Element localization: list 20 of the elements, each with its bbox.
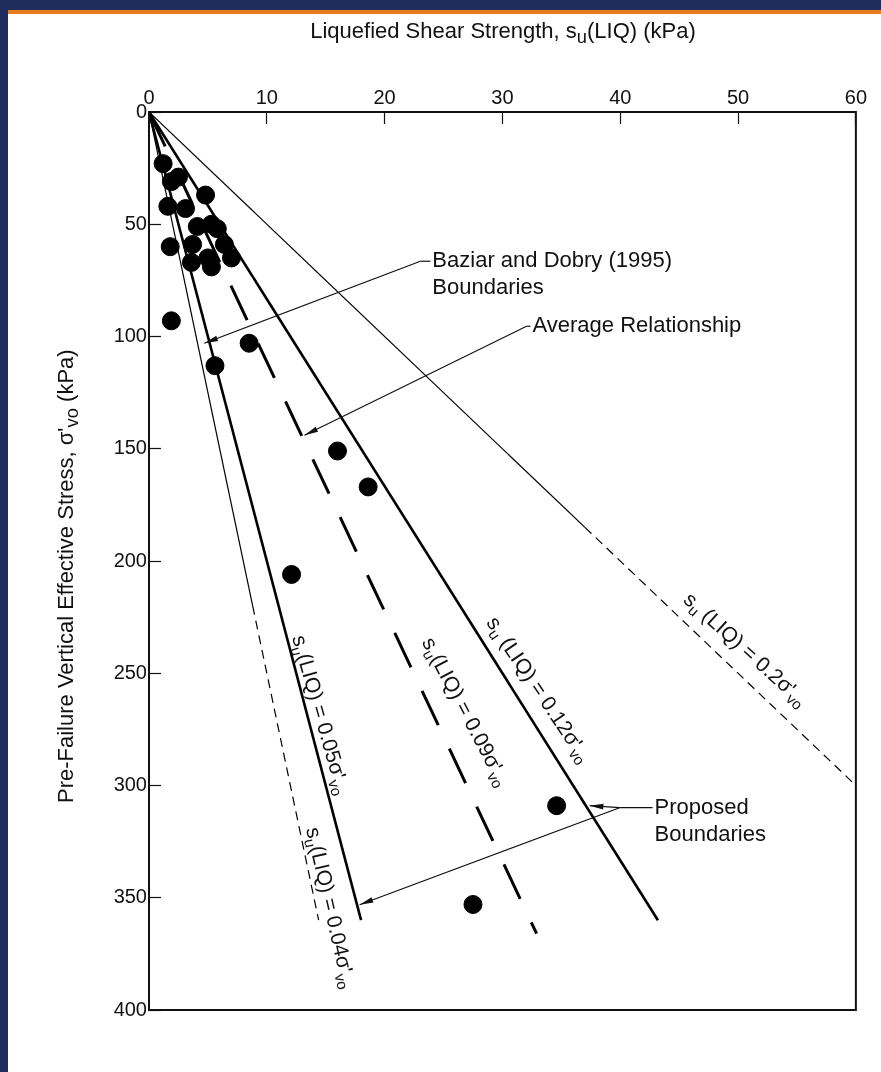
y-tick-label: 150 xyxy=(113,436,147,459)
y-tick-label: 300 xyxy=(113,773,147,796)
annotation: Average Relationship xyxy=(532,312,742,338)
y-tick-label: 350 xyxy=(113,885,147,908)
x-tick-label: 10 xyxy=(255,85,278,108)
y-tick-label: 250 xyxy=(113,660,147,683)
y-tick-label: 100 xyxy=(113,324,147,347)
annotation: Proposed Boundaries xyxy=(654,793,766,846)
x-tick-label: 40 xyxy=(609,85,632,108)
x-tick-label: 30 xyxy=(491,85,514,108)
x-tick-label: 50 xyxy=(726,85,750,108)
annotation: su(LIQ) = 0.04σ'vo xyxy=(300,824,358,992)
annotation: su(LIQ) = 0.05σ'vo xyxy=(287,632,351,798)
annotation: Baziar and Dobry (1995) Boundaries xyxy=(432,247,673,300)
y-tick-label: 200 xyxy=(113,548,147,571)
y-tick-label: 400 xyxy=(113,997,147,1020)
x-tick-label: 20 xyxy=(373,85,396,108)
x-axis-title: Liquefied Shear Strength, s$_{u}$(LIQ) (kPa) xyxy=(309,18,697,49)
y-tick-label: 50 xyxy=(124,211,147,234)
x-tick-label: 60 xyxy=(844,85,867,108)
